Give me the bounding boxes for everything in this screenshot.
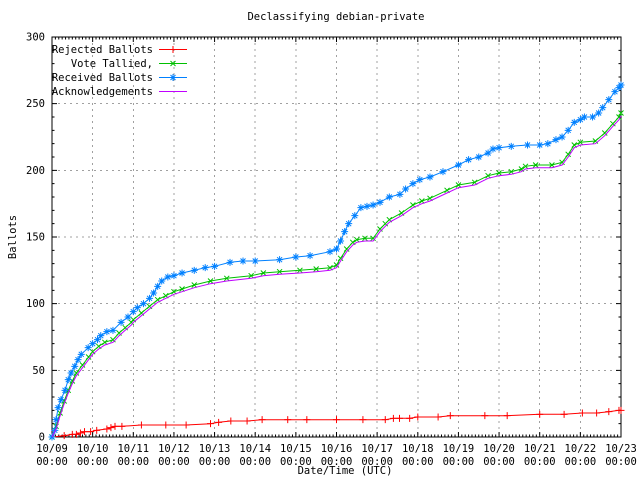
x-tick-label-date: 10/17	[361, 443, 393, 455]
x-tick-label-date: 10/14	[239, 443, 271, 455]
x-tick-label-date: 10/18	[402, 443, 434, 455]
x-tick-label-date: 10/12	[158, 443, 190, 455]
y-axis-label: Ballots	[7, 215, 19, 259]
x-tick-label-time: 00:00	[158, 456, 190, 468]
y-tick-label: 300	[26, 32, 45, 44]
x-tick-label-time: 00:00	[117, 456, 149, 468]
series-markers-vote-tallied	[49, 110, 624, 440]
x-tick-label-time: 00:00	[199, 456, 231, 468]
x-tick-label-date: 10/20	[483, 443, 515, 455]
legend-marker-received-ballots	[169, 74, 177, 81]
legend-label-received-ballots: Received Ballots	[52, 72, 153, 84]
y-tick-label: 250	[26, 98, 45, 110]
x-tick-label-date: 10/16	[321, 443, 353, 455]
x-tick-label-time: 00:00	[36, 456, 68, 468]
y-tick-label: 100	[26, 298, 45, 310]
series-line-vote-tallied	[51, 112, 622, 438]
legend-marker-vote-tallied	[170, 60, 176, 67]
x-tick-label-time: 00:00	[77, 456, 109, 468]
x-tick-label-time: 00:00	[361, 456, 393, 468]
x-tick-label-date: 10/15	[280, 443, 312, 455]
y-tick-label: 50	[32, 365, 45, 377]
x-tick-label-time: 00:00	[321, 456, 353, 468]
x-tick-label-date: 10/09	[36, 443, 68, 455]
legend-label-vote-tallied: Vote Tallied,	[71, 58, 153, 70]
legend-marker-rejected-ballots	[169, 46, 177, 53]
x-tick-label-time: 00:00	[565, 456, 597, 468]
x-tick-label-time: 00:00	[239, 456, 271, 468]
legend-label-rejected-ballots: Rejected Ballots	[52, 44, 153, 56]
x-tick-label-date: 10/22	[565, 443, 597, 455]
legend-label-acknowledgements: Acknowledgements	[52, 86, 153, 98]
chart-title: Declassifying debian-private	[247, 11, 424, 23]
y-tick-label: 0	[39, 432, 45, 444]
x-tick-label-time: 00:00	[443, 456, 475, 468]
y-tick-label: 200	[26, 165, 45, 177]
series-line-rejected-ballots	[51, 409, 621, 438]
x-tick-label-time: 00:00	[280, 456, 312, 468]
x-tick-label-date: 10/23	[605, 443, 637, 455]
series-line-acknowledgements	[51, 115, 622, 438]
x-tick-label-date: 10/10	[77, 443, 109, 455]
x-tick-label-date: 10/13	[199, 443, 231, 455]
x-axis-label: Date/Time (UTC)	[298, 465, 393, 477]
x-tick-label-time: 00:00	[605, 456, 637, 468]
plot-layer: 05010015020025030010/0900:0010/1000:0010…	[26, 32, 637, 469]
x-tick-label-time: 00:00	[524, 456, 556, 468]
x-tick-label-date: 10/19	[443, 443, 475, 455]
x-tick-label-time: 00:00	[402, 456, 434, 468]
x-tick-label-date: 10/21	[524, 443, 556, 455]
x-tick-label-time: 00:00	[483, 456, 515, 468]
x-tick-label-date: 10/11	[117, 443, 149, 455]
y-tick-label: 150	[26, 232, 45, 244]
